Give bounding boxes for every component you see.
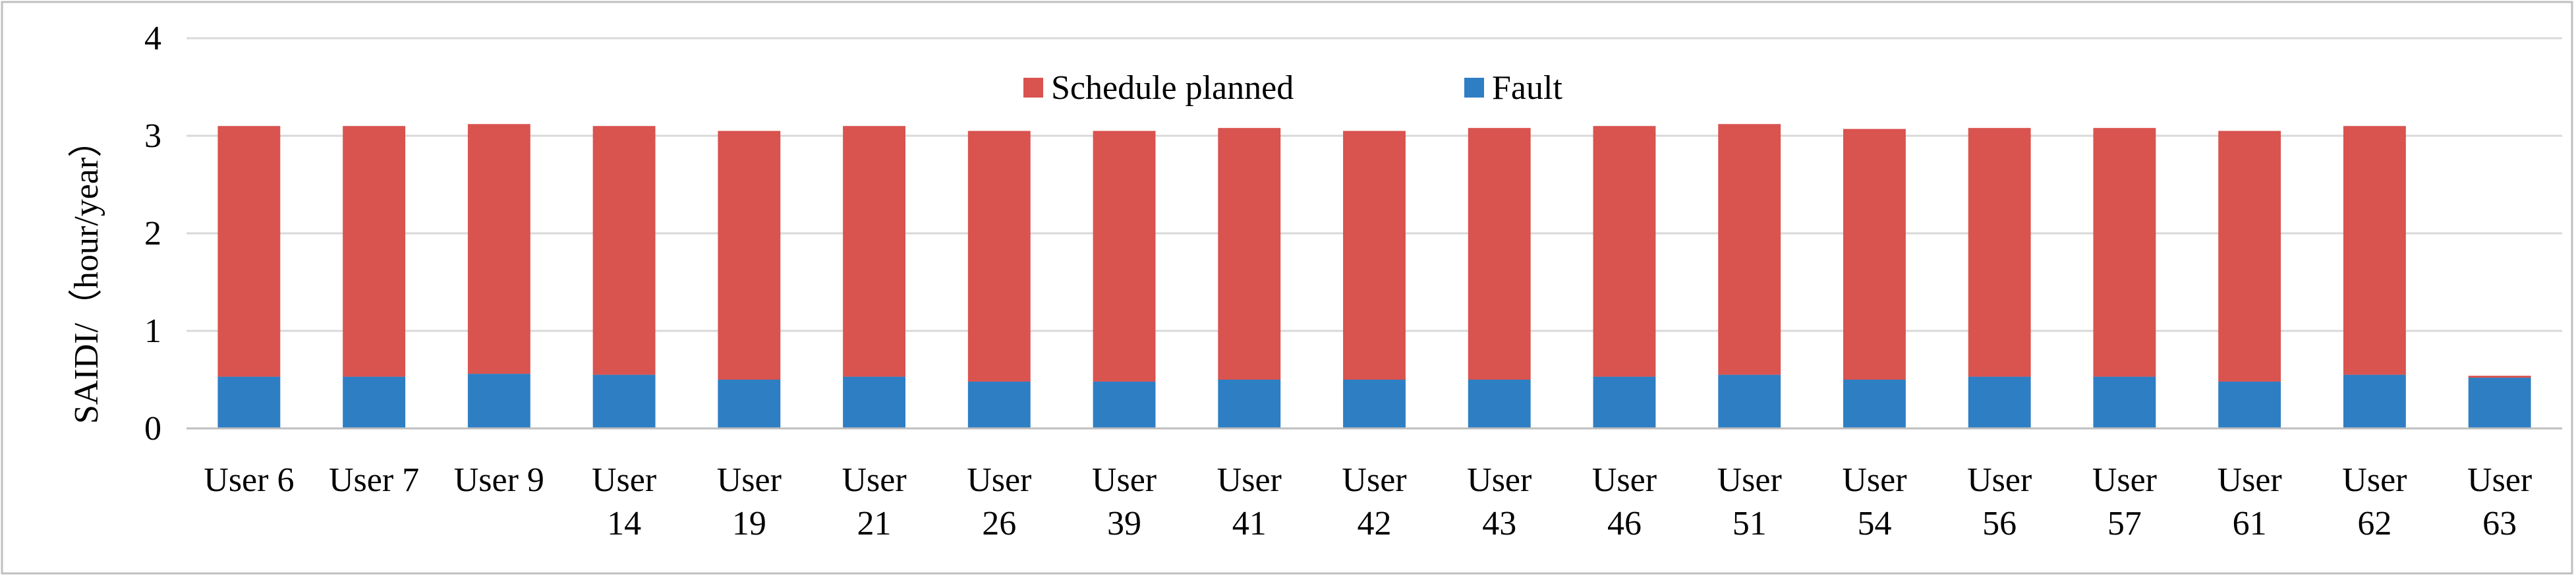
bars (217, 124, 2531, 428)
x-tick-label: User (2342, 461, 2407, 499)
bar-fault (1468, 380, 1531, 428)
bar-schedule-planned (343, 126, 406, 377)
bar-schedule-planned (2468, 376, 2531, 378)
x-tick-label: User (1592, 461, 1657, 499)
bar-fault (2093, 376, 2156, 428)
y-tick-label: 2 (144, 215, 161, 252)
x-tick-label: User 6 (204, 461, 294, 499)
legend-label: Schedule planned (1051, 69, 1294, 107)
bar-fault (1593, 376, 1656, 428)
x-tick-label: User (1342, 461, 1406, 499)
x-tick-label: 43 (1482, 505, 1516, 542)
bar-schedule-planned (592, 126, 656, 375)
x-tick-label: User (1467, 461, 1531, 499)
x-tick-label: 41 (1232, 505, 1267, 542)
bar-schedule-planned (1968, 128, 2031, 377)
x-tick-label: User (1717, 461, 1782, 499)
x-tick-label: 51 (1732, 505, 1767, 542)
x-tick-label: 63 (2482, 505, 2517, 542)
bar-fault (2343, 374, 2406, 428)
bar-fault (2218, 381, 2281, 428)
x-tick-label: User 7 (329, 461, 419, 499)
bar-schedule-planned (1843, 129, 1906, 380)
legend-label: Fault (1492, 69, 1562, 107)
x-tick-label: 62 (2357, 505, 2391, 542)
x-tick-label: User (967, 461, 1031, 499)
y-axis-label: SAIDI/（hour/year） (68, 123, 105, 424)
bar-schedule-planned (843, 126, 905, 377)
y-tick-label: 4 (144, 20, 161, 57)
x-tick-label: 14 (607, 505, 641, 542)
bar-schedule-planned (2343, 126, 2406, 375)
bar-schedule-planned (1218, 128, 1281, 380)
x-tick-label: 42 (1358, 505, 1392, 542)
bar-fault (967, 381, 1031, 428)
bar-fault (2468, 378, 2531, 428)
bar-fault (343, 376, 406, 428)
bar-fault (843, 376, 905, 428)
bar-schedule-planned (1593, 126, 1656, 377)
x-tick-label: User (717, 461, 782, 499)
y-tick-label: 3 (144, 117, 161, 155)
x-tick-label: User (592, 461, 656, 499)
bar-schedule-planned (2093, 128, 2156, 377)
bar-fault (467, 374, 530, 428)
bar-schedule-planned (217, 126, 281, 377)
bar-schedule-planned (1343, 130, 1406, 380)
bar-schedule-planned (2218, 130, 2281, 382)
bar-fault (217, 376, 281, 428)
x-tick-label: User (2467, 461, 2532, 499)
x-tick-label: User (2218, 461, 2282, 499)
bar-schedule-planned (1718, 124, 1781, 375)
bar-schedule-planned (1093, 130, 1156, 382)
x-tick-label: User 9 (454, 461, 544, 499)
x-tick-label: 54 (1857, 505, 1891, 542)
bar-schedule-planned (967, 130, 1031, 382)
x-tick-label: User (842, 461, 906, 499)
x-tick-label: 57 (2107, 505, 2142, 542)
bar-schedule-planned (718, 130, 781, 380)
bar-schedule-planned (467, 124, 530, 374)
legend: Schedule planned Fault (1023, 69, 1562, 107)
x-tick-label: User (2092, 461, 2157, 499)
bar-fault (1843, 380, 1906, 428)
legend-swatch (1023, 78, 1043, 98)
y-tick-label: 0 (144, 410, 161, 448)
legend-swatch (1464, 78, 1484, 98)
bar-fault (1093, 381, 1156, 428)
x-tick-label: 19 (732, 505, 766, 542)
bar-schedule-planned (1468, 128, 1531, 380)
y-tick-label: 1 (144, 312, 161, 350)
bar-fault (1968, 376, 2031, 428)
x-tick-label: 39 (1107, 505, 1141, 542)
axes: 0 1 2 3 4 User 6 User 7 User 9 User 14 User 19 User 2… (144, 20, 2562, 542)
x-tick-label: 56 (1982, 505, 2017, 542)
bar-fault (718, 380, 781, 428)
bar-fault (1718, 374, 1781, 428)
x-tick-label: User (1842, 461, 1906, 499)
bar-fault (1218, 380, 1281, 428)
x-tick-label: 46 (1607, 505, 1642, 542)
bar-fault (1343, 380, 1406, 428)
bar-fault (592, 374, 656, 428)
x-tick-label: 21 (857, 505, 892, 542)
x-tick-label: 61 (2233, 505, 2267, 542)
x-tick-label: User (1217, 461, 1282, 499)
x-tick-label: User (1092, 461, 1157, 499)
x-tick-label: 26 (982, 505, 1016, 542)
x-tick-label: User (1967, 461, 2032, 499)
